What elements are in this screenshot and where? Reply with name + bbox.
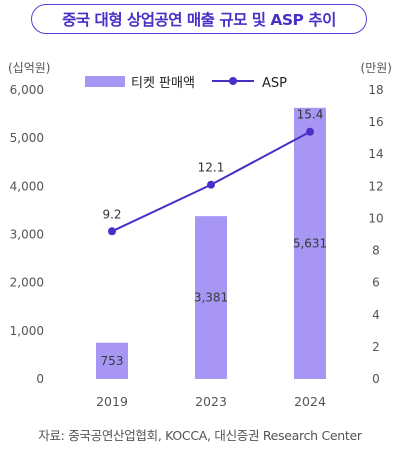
bar [195, 216, 227, 379]
right-axis-unit: (만원) [361, 61, 392, 75]
legend-bar-swatch [85, 76, 125, 87]
x-tick-label: 2019 [96, 394, 128, 409]
source-note: 자료: 중국공연산업협회, KOCCA, 대신증권 Research Cente… [38, 428, 362, 443]
legend-bar-label: 티켓 판매액 [131, 76, 195, 91]
right-tick-label: 18 [368, 83, 383, 97]
asp-value-label: 9.2 [102, 207, 121, 221]
left-tick-label: 2,000 [10, 276, 44, 290]
chart: (십억원) (만원) 0 1,000 2,000 3,000 4,000 5,000 6,0… [8, 61, 392, 409]
left-tick-label: 4,000 [10, 179, 44, 193]
right-tick-label: 10 [368, 211, 383, 225]
right-tick-label: 2 [372, 340, 380, 354]
asp-point [108, 227, 116, 236]
x-tick-label: 2024 [294, 394, 326, 409]
right-tick-label: 14 [368, 147, 383, 161]
asp-point [207, 180, 215, 189]
left-tick-label: 5,000 [10, 131, 44, 145]
right-tick-label: 12 [368, 179, 383, 193]
bar [96, 342, 128, 379]
asp-value-label: 15.4 [297, 108, 324, 122]
left-tick-label: 1,000 [10, 324, 44, 338]
right-tick-label: 0 [372, 372, 380, 386]
chart-title: 중국 대형 상업공연 매출 규모 및 ASP 추이 [31, 4, 367, 34]
left-tick-label: 3,000 [10, 228, 44, 242]
bar-value-label: 3,381 [194, 291, 228, 305]
asp-value-label: 12.1 [198, 161, 225, 175]
left-tick-label: 0 [36, 372, 44, 386]
right-tick-label: 4 [372, 308, 380, 322]
asp-point [306, 127, 314, 136]
bar-value-label: 5,631 [293, 236, 327, 250]
bar-value-label: 753 [101, 354, 124, 368]
legend-line-marker [229, 77, 237, 85]
legend-line-label: ASP [262, 76, 287, 91]
right-tick-label: 6 [372, 276, 380, 290]
right-tick-label: 8 [372, 244, 380, 258]
x-tick-label: 2023 [195, 394, 227, 409]
left-axis-unit: (십억원) [8, 61, 50, 75]
left-tick-label: 6,000 [10, 83, 44, 97]
right-tick-label: 16 [368, 115, 383, 129]
bar [294, 107, 326, 379]
